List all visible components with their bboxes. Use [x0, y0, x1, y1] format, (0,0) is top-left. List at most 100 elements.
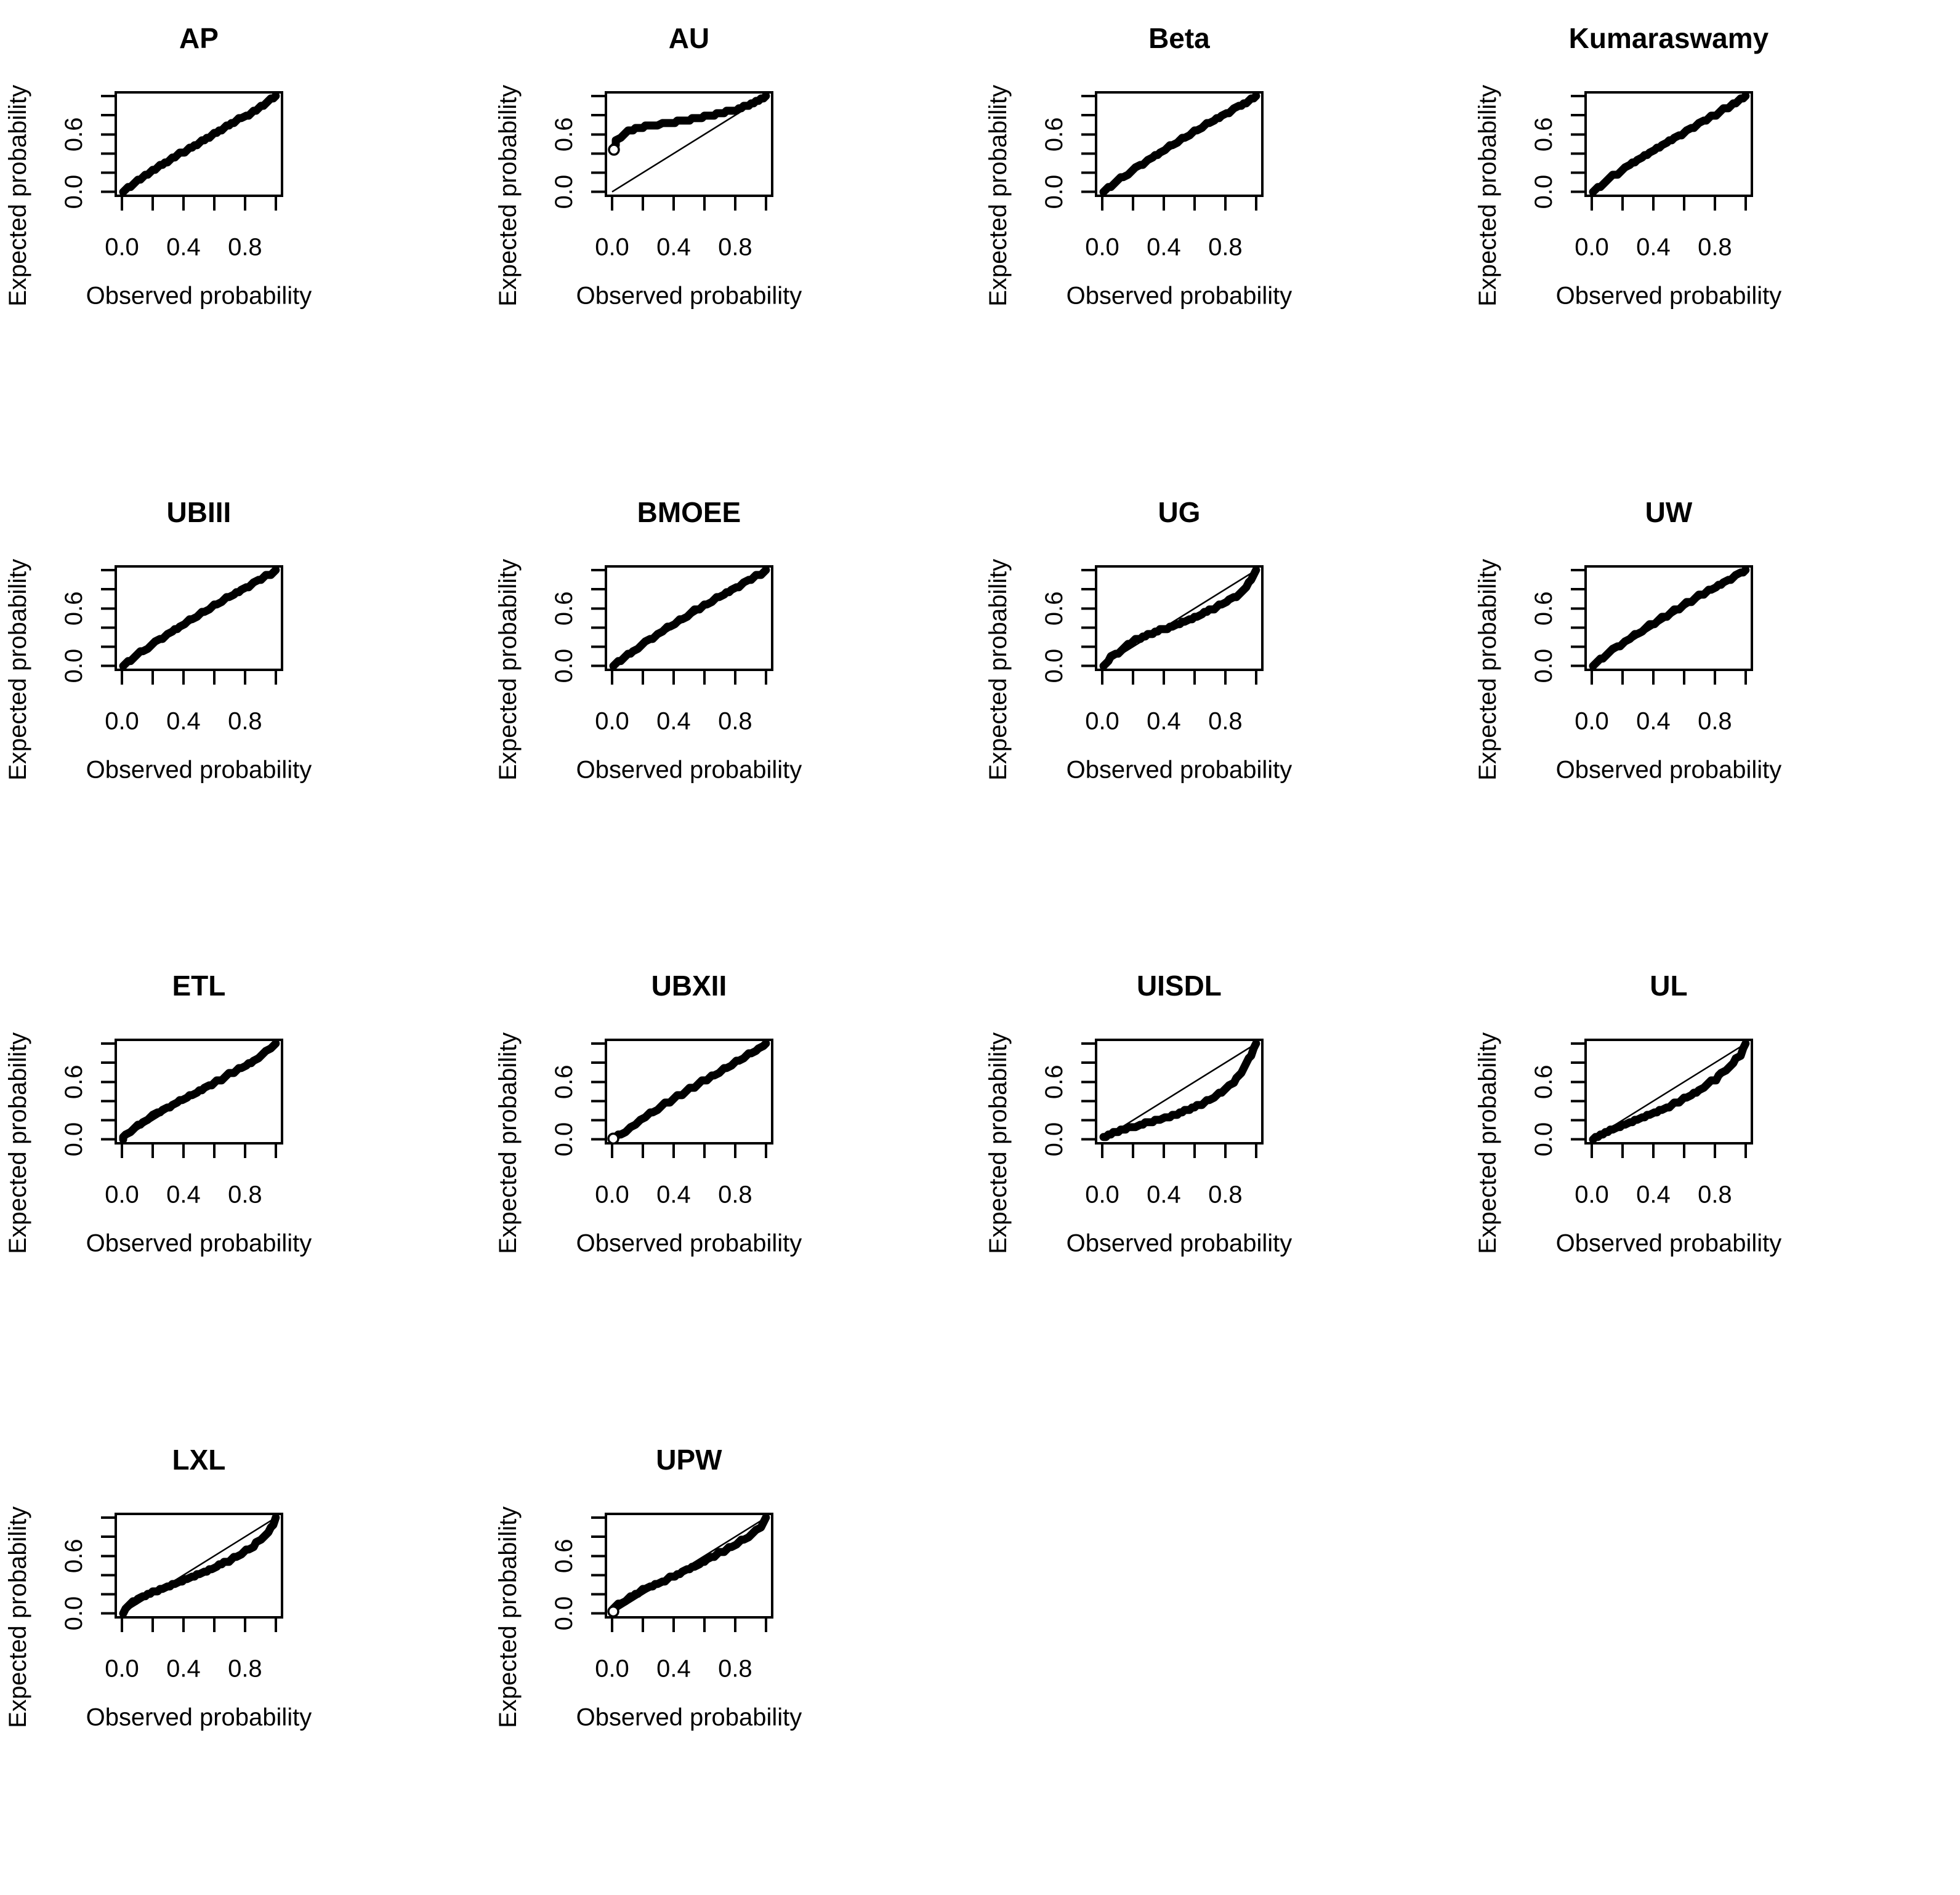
x-tick-label: 0.0 — [595, 234, 629, 261]
x-axis-label: Observed probability — [86, 283, 312, 310]
y-tick-label: 0.6 — [550, 1539, 578, 1573]
subplot-canvas-upw: UPW Expected probability Observed probabil… — [494, 1443, 802, 1731]
subplot-uw: UW Expected probability Observed probabili… — [1470, 474, 1960, 948]
x-tick-label: 0.4 — [1636, 1181, 1671, 1209]
x-tick-label: 0.8 — [228, 1181, 262, 1209]
y-axis-label: Expected probability — [985, 85, 1012, 307]
reference-diagonal-line — [611, 1043, 767, 1140]
pp-points-band — [1099, 92, 1260, 196]
y-tick-label: 0.0 — [1530, 648, 1557, 683]
pp-points-band — [609, 92, 770, 155]
y-axis-label: Expected probability — [494, 558, 522, 780]
open-point-marker — [607, 1132, 619, 1145]
plot-title: BMOEE — [637, 496, 741, 528]
y-tick-label: 0.6 — [60, 1539, 87, 1573]
reference-diagonal-line — [1101, 95, 1257, 193]
reference-diagonal-line — [1591, 569, 1746, 667]
x-tick-label: 0.0 — [105, 234, 139, 261]
axis-ticks — [101, 1042, 277, 1158]
open-point-marker — [608, 143, 620, 156]
reference-diagonal-line — [1101, 1043, 1257, 1140]
plot-box — [115, 565, 283, 671]
plot-title: UG — [1158, 496, 1200, 528]
y-axis-label: Expected probability — [1474, 558, 1501, 780]
pp-points-band — [1589, 565, 1750, 670]
x-tick-label: 0.4 — [1636, 707, 1671, 734]
plot-box — [1584, 565, 1754, 671]
y-tick-label: 0.0 — [1041, 175, 1068, 209]
y-tick-label: 0.0 — [1041, 648, 1068, 683]
x-tick-label: 0.4 — [1147, 1181, 1181, 1209]
x-tick-label: 0.4 — [166, 707, 201, 734]
x-axis-label: Observed probability — [576, 1230, 802, 1257]
pp-points-band — [1589, 92, 1750, 196]
axis-ticks — [591, 1516, 767, 1632]
x-tick-label: 0.8 — [1208, 707, 1243, 734]
y-tick-label: 0.6 — [60, 591, 87, 626]
x-tick-label: 0.0 — [105, 707, 139, 734]
plot-box — [115, 91, 283, 197]
y-tick-label: 0.6 — [1041, 591, 1068, 626]
subplot-canvas-ap: AP Expected probability Observed probabili… — [4, 22, 312, 310]
x-tick-label: 0.8 — [718, 234, 752, 261]
subplot-ul: UL Expected probability Observed probabili… — [1470, 948, 1960, 1422]
y-axis-label: Expected probability — [4, 1506, 31, 1728]
y-tick-label: 0.6 — [1530, 118, 1557, 152]
y-axis-label: Expected probability — [985, 1032, 1012, 1254]
y-axis-label: Expected probability — [985, 558, 1012, 780]
y-tick-label: 0.0 — [1530, 1122, 1557, 1157]
axis-ticks — [101, 1516, 277, 1632]
x-tick-label: 0.8 — [1698, 234, 1732, 261]
reference-diagonal-line — [611, 1516, 767, 1614]
plot-title: LXL — [172, 1443, 226, 1475]
y-tick-label: 0.0 — [60, 1122, 87, 1157]
y-tick-label: 0.6 — [1530, 1065, 1557, 1100]
subplot-canvas-ubxii: UBXII Expected probability Observed probab… — [494, 970, 802, 1257]
x-tick-label: 0.4 — [656, 1181, 691, 1209]
plot-title: Beta — [1148, 22, 1210, 54]
plot-box — [604, 1038, 773, 1145]
plot-title: UL — [1650, 970, 1688, 1002]
x-tick-label: 0.0 — [1085, 1181, 1119, 1209]
x-axis-label: Observed probability — [576, 283, 802, 310]
reference-diagonal-line — [121, 95, 276, 193]
subplot-canvas-au: AU Expected probability Observed probabili… — [494, 22, 802, 310]
y-tick-label: 0.6 — [60, 1065, 87, 1100]
axis-ticks — [591, 1042, 767, 1158]
plot-box — [604, 91, 773, 197]
x-tick-label: 0.0 — [1085, 707, 1119, 734]
x-axis-label: Observed probability — [576, 1704, 802, 1731]
x-tick-label: 0.4 — [656, 234, 691, 261]
y-axis-label: Expected probability — [4, 85, 31, 307]
y-tick-label: 0.6 — [550, 1065, 578, 1100]
plot-box — [115, 1038, 283, 1145]
pp-points-band — [1589, 1039, 1750, 1144]
x-tick-label: 0.4 — [166, 1655, 201, 1682]
axis-ticks — [101, 95, 277, 211]
subplot-ubiii: UBIII Expected probability Observed probab… — [0, 474, 490, 948]
axis-ticks — [591, 568, 767, 685]
y-tick-label: 0.0 — [550, 648, 578, 683]
reference-diagonal-line — [1101, 569, 1257, 667]
pp-points-band — [609, 1513, 770, 1615]
plot-title: UBIII — [167, 496, 232, 528]
x-tick-label: 0.8 — [1698, 707, 1732, 734]
x-tick-label: 0.0 — [1575, 707, 1609, 734]
x-tick-label: 0.8 — [718, 1655, 752, 1682]
y-tick-label: 0.6 — [550, 591, 578, 626]
x-tick-label: 0.4 — [166, 234, 201, 261]
x-axis-label: Observed probability — [1556, 1230, 1782, 1257]
plot-title: ETL — [172, 970, 226, 1002]
y-tick-label: 0.0 — [550, 175, 578, 209]
x-axis-label: Observed probability — [86, 1230, 312, 1257]
y-tick-label: 0.0 — [550, 1596, 578, 1630]
x-axis-label: Observed probability — [1556, 756, 1782, 783]
x-axis-label: Observed probability — [86, 1704, 312, 1731]
subplot-kumaraswamy: Kumaraswamy Expected probability Observed … — [1470, 0, 1960, 474]
pp-points-band — [1099, 1039, 1260, 1141]
x-tick-label: 0.8 — [228, 707, 262, 734]
plot-title: UW — [1645, 496, 1693, 528]
x-tick-label: 0.0 — [595, 1655, 629, 1682]
axis-ticks — [1081, 95, 1257, 211]
pp-points-band — [119, 1513, 280, 1617]
